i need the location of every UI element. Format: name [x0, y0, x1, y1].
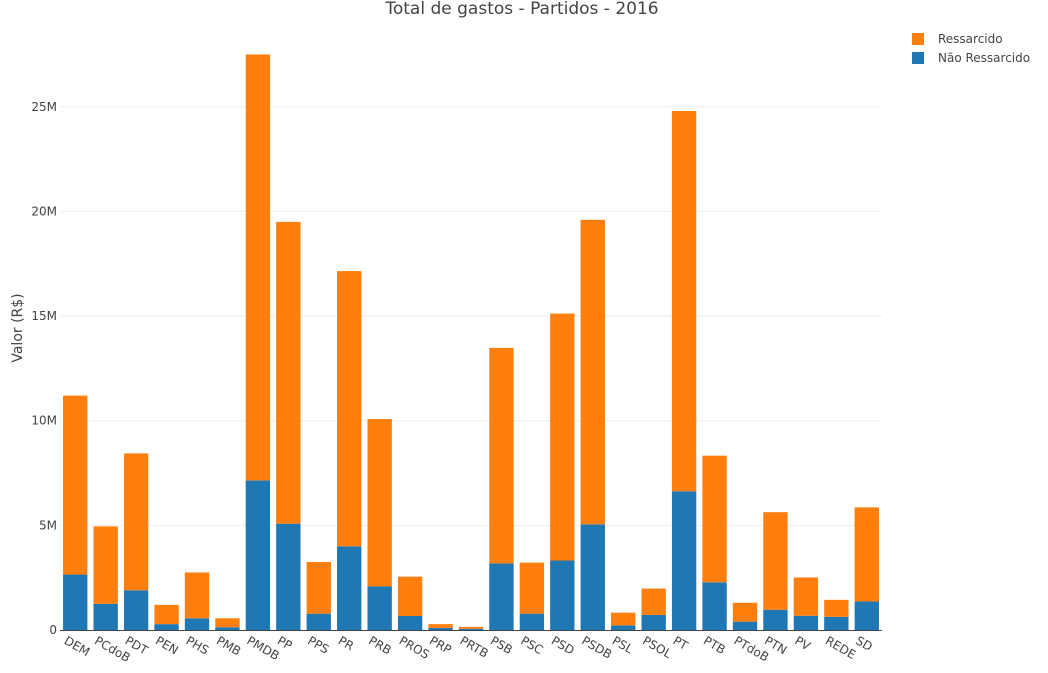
y-tick-label: 20M — [31, 204, 57, 218]
legend: Ressarcido Não Ressarcido — [912, 32, 1030, 65]
bar-n-o-ressarcido-pros — [397, 615, 423, 630]
bar-ressarcido-psol — [641, 588, 666, 615]
legend-swatch[interactable] — [912, 52, 924, 64]
bar-ressarcido-pt — [671, 110, 697, 492]
x-tick-label: PHS — [184, 633, 212, 657]
bar-n-o-ressarcido-psd — [550, 560, 575, 630]
bar-n-o-ressarcido-ptn — [763, 609, 788, 630]
legend-label: Ressarcido — [938, 32, 1003, 46]
y-axis-ticks: 0 5M 10M 15M 20M 25M — [31, 100, 57, 637]
y-tick-label: 0 — [49, 623, 57, 637]
bar-n-o-ressarcido-ptb — [702, 582, 727, 630]
bar-n-o-ressarcido-rede — [824, 616, 849, 630]
bar-n-o-ressarcido-sd — [854, 601, 879, 630]
x-tick-label: PEN — [153, 633, 181, 657]
bar-ressarcido-pmdb — [245, 54, 271, 481]
bar-n-o-ressarcido-psc — [519, 613, 545, 630]
legend-label: Não Ressarcido — [938, 51, 1030, 65]
bar-n-o-ressarcido-pdt — [123, 590, 149, 630]
bar-n-o-ressarcido-pcdob — [93, 603, 118, 630]
bar-n-o-ressarcido-prp — [428, 627, 453, 630]
bar-n-o-ressarcido-dem — [63, 574, 88, 630]
bar-n-o-ressarcido-pp — [276, 523, 301, 630]
bar-ressarcido-prtb — [458, 626, 484, 629]
x-tick-label: PSD — [549, 633, 577, 657]
x-tick-label: PPS — [305, 633, 331, 656]
x-tick-label: PRB — [366, 633, 394, 657]
x-tick-label: PP — [275, 633, 295, 652]
bar-ressarcido-psd — [550, 313, 575, 561]
bar-ressarcido-ptn — [763, 512, 788, 610]
bar-n-o-ressarcido-pen — [154, 624, 179, 630]
x-tick-label: PRTB — [458, 633, 491, 660]
legend-swatch[interactable] — [912, 33, 924, 45]
bar-ressarcido-psb — [489, 347, 514, 564]
bar-ressarcido-pros — [397, 576, 423, 616]
bar-n-o-ressarcido-pr — [337, 546, 362, 630]
bar-n-o-ressarcido-prb — [367, 586, 392, 630]
bar-ressarcido-rede — [824, 599, 849, 617]
x-tick-label: PSL — [610, 633, 636, 656]
x-tick-label: DEM — [62, 633, 93, 659]
bar-n-o-ressarcido-pv — [793, 615, 819, 630]
bar-n-o-ressarcido-pt — [671, 491, 697, 630]
bar-n-o-ressarcido-pmb — [215, 627, 240, 630]
y-tick-label: 10M — [31, 414, 57, 428]
x-tick-label: PMDB — [244, 633, 281, 663]
bar-n-o-ressarcido-phs — [184, 618, 210, 630]
bar-ressarcido-pv — [793, 577, 819, 616]
bar-n-o-ressarcido-psol — [641, 614, 666, 630]
bar-ressarcido-pen — [154, 604, 179, 625]
x-tick-label: PR — [336, 633, 356, 653]
bar-ressarcido-ptb — [702, 455, 727, 583]
y-tick-label: 5M — [39, 518, 57, 532]
bar-ressarcido-pr — [337, 271, 362, 547]
x-tick-label: PSDB — [579, 633, 614, 661]
bar-ressarcido-prb — [367, 419, 392, 587]
x-tick-label: PSC — [518, 633, 545, 657]
bar-ressarcido-psc — [519, 562, 545, 614]
bar-ressarcido-prp — [428, 624, 453, 628]
bar-n-o-ressarcido-pps — [306, 613, 331, 630]
x-tick-label: PROS — [397, 633, 432, 661]
x-tick-label: PV — [792, 633, 813, 653]
x-tick-label: PSOL — [640, 633, 674, 661]
chart-title: Total de gastos - Partidos - 2016 — [384, 0, 658, 19]
x-tick-label: PMB — [214, 633, 243, 658]
bar-ressarcido-pmb — [215, 618, 240, 628]
bar-ressarcido-psdb — [580, 219, 605, 525]
y-tick-label: 15M — [31, 309, 57, 323]
bars — [63, 54, 879, 630]
x-tick-label: PRP — [427, 633, 454, 657]
bar-ressarcido-psl — [611, 612, 636, 626]
bar-ressarcido-ptdob — [732, 602, 758, 622]
x-tick-label: PSB — [488, 633, 515, 657]
x-tick-label: PTB — [701, 633, 728, 657]
bar-n-o-ressarcido-prtb — [458, 628, 484, 630]
bar-n-o-ressarcido-pmdb — [245, 480, 271, 630]
bar-ressarcido-phs — [184, 572, 210, 619]
bar-n-o-ressarcido-psl — [611, 625, 636, 630]
bar-ressarcido-pps — [306, 561, 331, 614]
bar-n-o-ressarcido-psb — [489, 563, 514, 630]
bar-n-o-ressarcido-ptdob — [732, 621, 758, 630]
y-tick-label: 25M — [31, 100, 57, 114]
x-tick-label: REDE — [823, 633, 858, 661]
x-tick-label: PT — [671, 633, 691, 653]
y-axis-label: Valor (R$) — [10, 293, 26, 362]
bar-ressarcido-pdt — [123, 453, 149, 591]
gridlines — [60, 106, 882, 526]
bar-n-o-ressarcido-psdb — [580, 524, 605, 630]
bar-ressarcido-sd — [854, 507, 879, 602]
bar-ressarcido-dem — [63, 395, 88, 575]
bar-ressarcido-pp — [276, 221, 301, 524]
bar-ressarcido-pcdob — [93, 526, 118, 604]
